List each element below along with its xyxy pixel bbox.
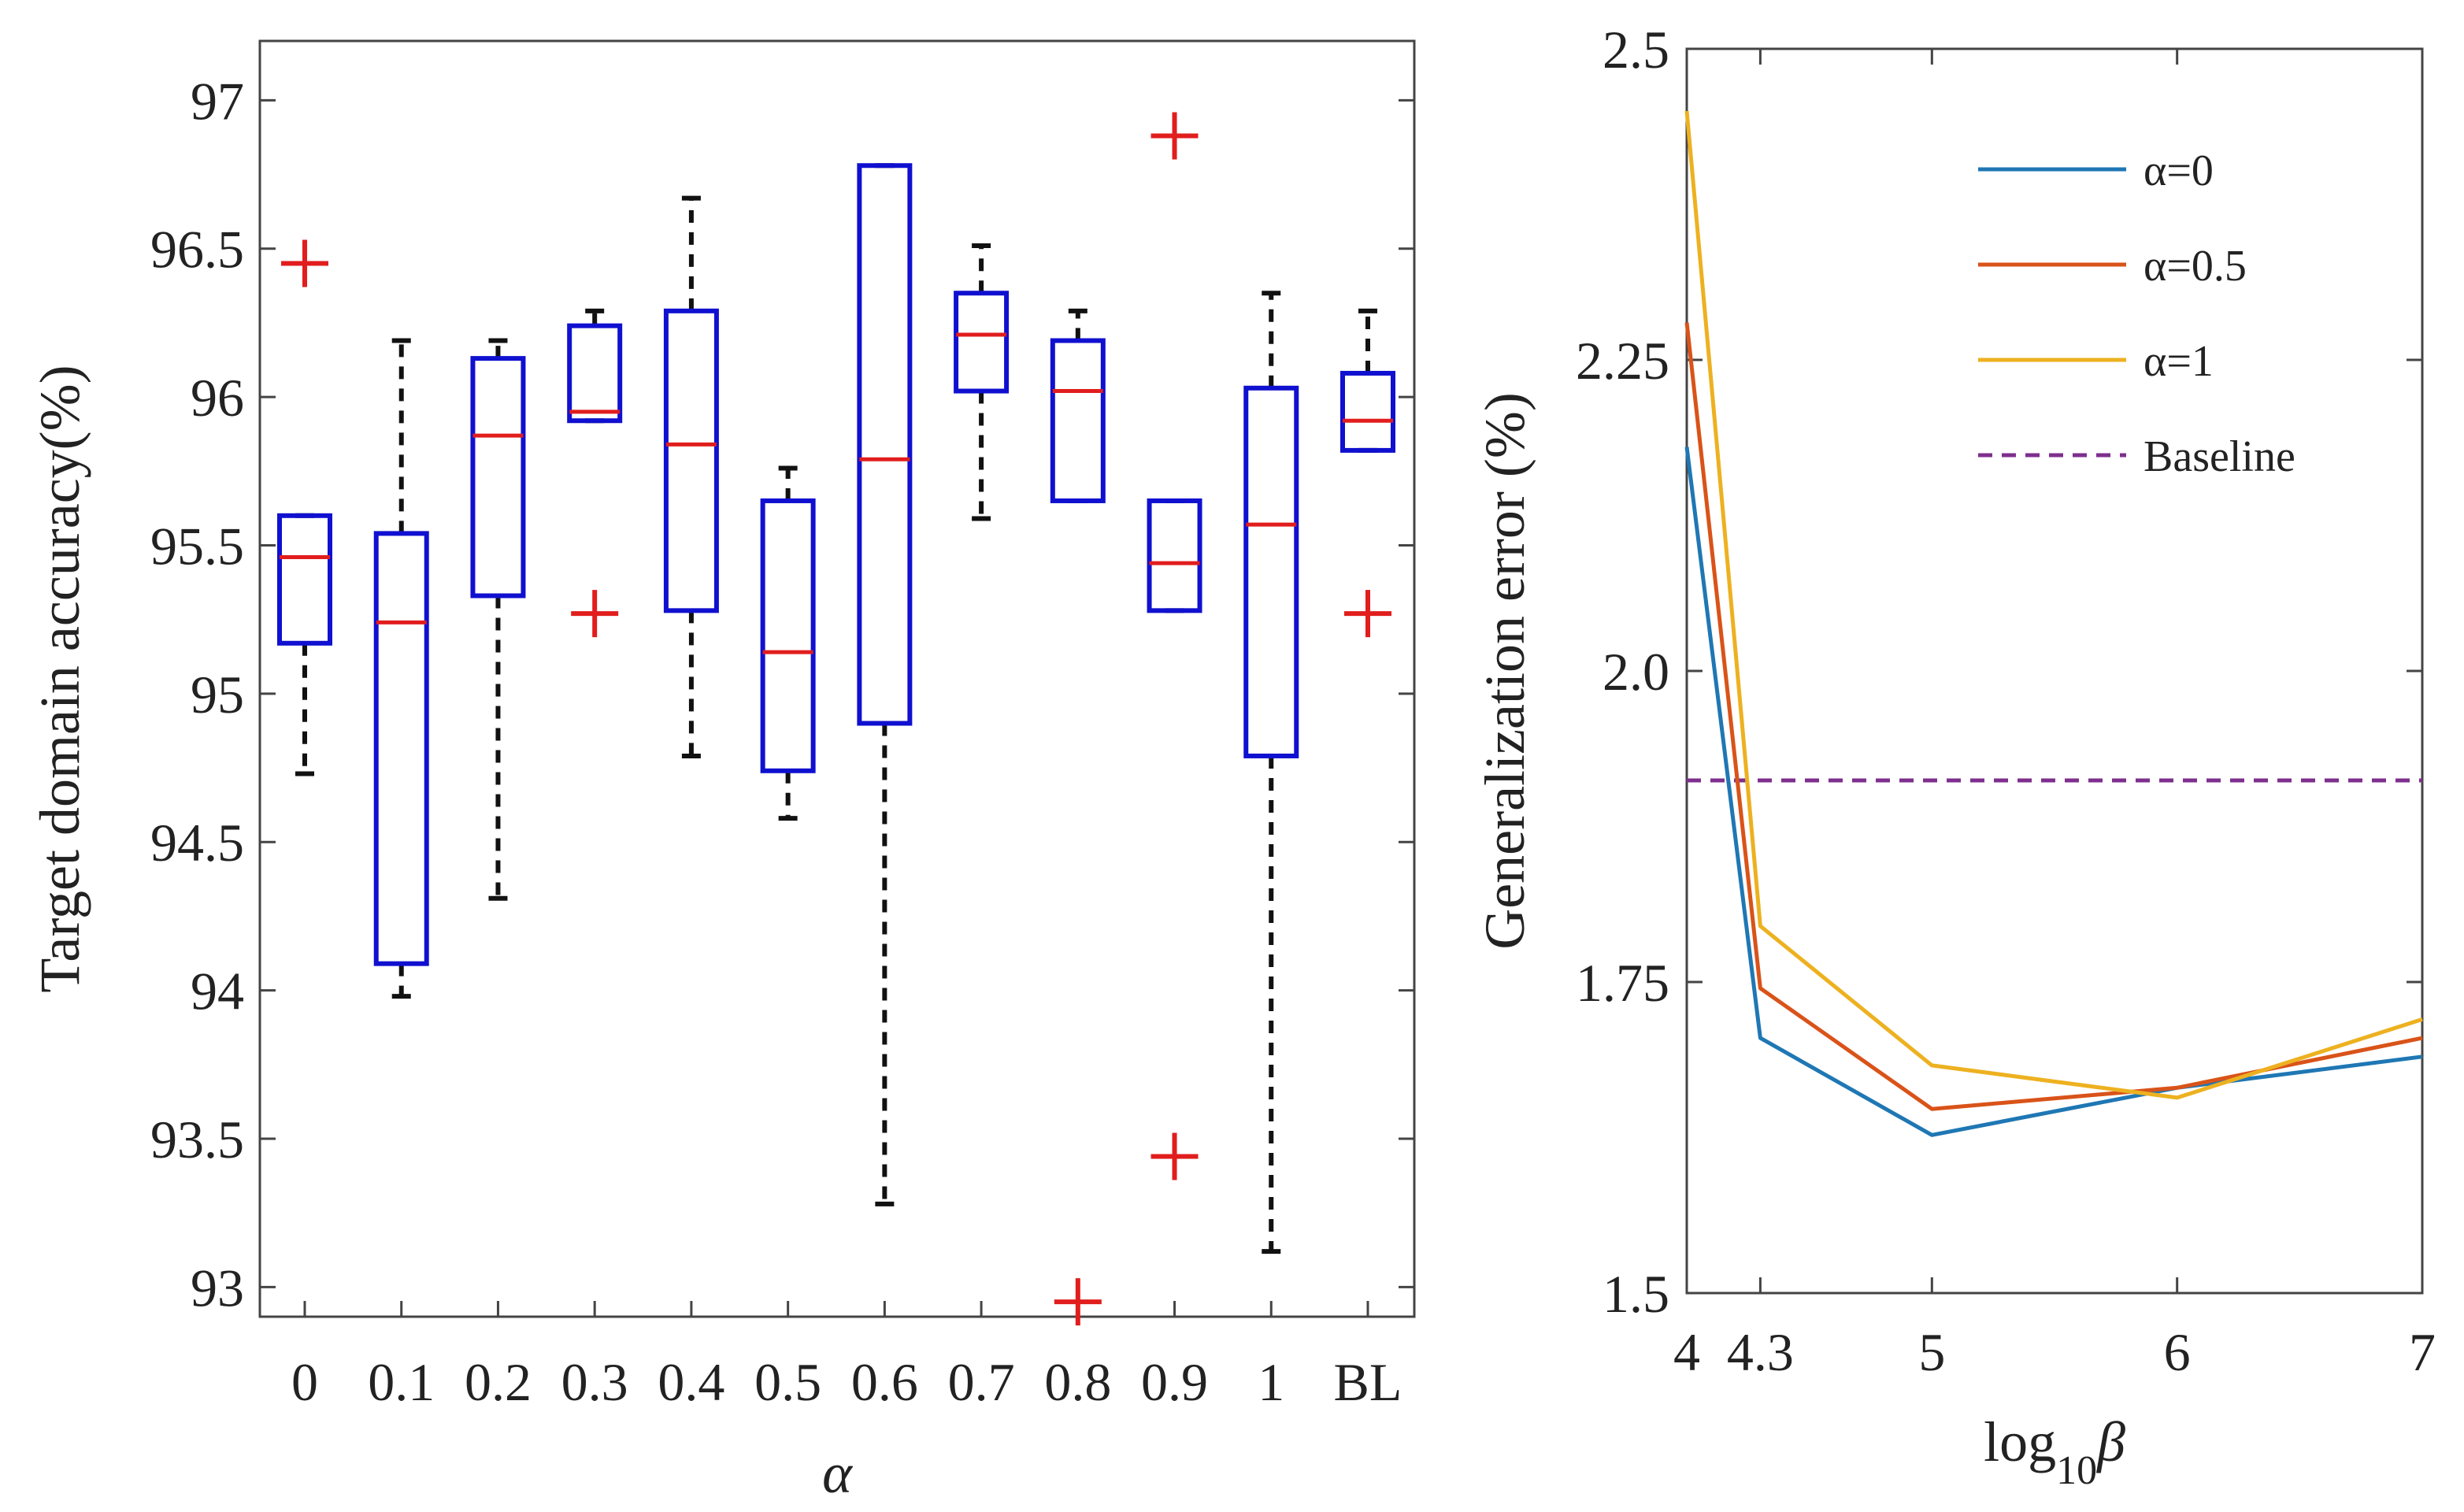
boxplot-y-ticks: 93 93.5 94 94.5 95 95.5 96 96.5 97	[150, 71, 1414, 1317]
box-iqr	[760, 498, 816, 773]
box-iqr	[954, 291, 1010, 394]
line-chart-panel: 1.5 1.75 2.0 2.25 2.5 4 4.3 5 6 7 α=0 α=0.5 α=1 Bas…	[1473, 20, 2436, 1493]
boxplot-axes-frame	[258, 39, 1416, 1318]
line-chart-y-ticks: 1.5 1.75 2.0 2.25 2.5	[1576, 20, 2422, 1324]
boxplot-y-axis-title: Target domain accuracy(%)	[28, 365, 91, 992]
y-tick-label: 2.25	[1576, 331, 1669, 391]
y-tick-label: 1.75	[1576, 953, 1669, 1013]
outlier-marker	[1150, 112, 1199, 160]
box-iqr	[1050, 338, 1106, 503]
legend-label: α=0.5	[2143, 242, 2247, 291]
y-tick-label: 2.5	[1603, 20, 1669, 80]
y-tick-label: 97	[191, 71, 244, 131]
legend-label: α=1	[2143, 337, 2214, 386]
y-tick-label: 2.0	[1603, 642, 1669, 702]
line-chart-y-axis-title: Generalization error (%)	[1473, 392, 1536, 950]
y-tick-label: 1.5	[1603, 1264, 1669, 1324]
box-0.9	[1147, 112, 1202, 1180]
box-0.2	[470, 338, 526, 901]
box-BL	[1340, 308, 1395, 638]
box-0.5	[760, 465, 816, 821]
x-tick-label: 0.2	[465, 1352, 532, 1412]
boxplot-x-ticks: 0 0.1 0.2 0.3 0.4 0.5 0.6 0.7 0.8 0.9 1 BL	[291, 1301, 1402, 1412]
box-0.4	[663, 195, 719, 758]
x-tick-label: 0.1	[368, 1352, 435, 1412]
box-iqr	[567, 323, 623, 424]
line-chart-axes-frame	[1685, 47, 2424, 1295]
series-line-α=0.5	[1684, 322, 2423, 1111]
x-tick-label: 0.5	[754, 1352, 821, 1412]
y-tick-label: 93	[191, 1258, 244, 1317]
boxplot-x-axis-title: α	[822, 1442, 853, 1505]
line-chart-legend: α=0 α=0.5 α=1 Baseline	[1978, 146, 2295, 481]
boxplot-boxes	[277, 112, 1395, 1326]
x-tick-label: 7	[2409, 1322, 2436, 1382]
box-iqr	[470, 356, 526, 598]
x-tick-label: BL	[1334, 1352, 1402, 1412]
y-tick-label: 95.5	[150, 516, 244, 576]
box-iqr	[1147, 498, 1202, 613]
box-iqr	[1340, 370, 1395, 453]
y-tick-label: 94	[191, 962, 244, 1021]
outlier-marker	[571, 590, 619, 638]
box-iqr	[663, 308, 719, 613]
box-0.6	[857, 163, 913, 1206]
box-iqr	[277, 513, 332, 646]
box-0	[277, 239, 332, 776]
legend-label: Baseline	[2143, 432, 2295, 481]
line-chart-x-axis-title: log10β	[1984, 1410, 2125, 1493]
x-tick-label: 5	[1918, 1322, 1945, 1382]
box-0.7	[954, 243, 1010, 521]
outlier-marker	[1054, 1278, 1102, 1326]
x-tick-label: 0.7	[948, 1352, 1015, 1412]
y-tick-label: 93.5	[150, 1110, 244, 1169]
y-tick-label: 96	[191, 368, 244, 428]
line-chart-series	[1684, 110, 2423, 1137]
outlier-marker	[1150, 1132, 1199, 1180]
box-0.1	[373, 338, 429, 999]
box-iqr	[857, 163, 913, 726]
x-tick-label: 0.6	[851, 1352, 918, 1412]
box-1	[1243, 291, 1299, 1254]
x-tick-label: 0.3	[561, 1352, 628, 1412]
box-iqr	[1243, 385, 1299, 758]
box-0.8	[1050, 308, 1106, 1326]
legend-label: α=0	[2143, 146, 2214, 195]
boxplot-panel: 93 93.5 94 94.5 95 95.5 96 96.5 97 0 0.1 0.2 0.3 0.4…	[28, 39, 1416, 1505]
y-tick-label: 94.5	[150, 813, 244, 873]
x-tick-label: 4	[1673, 1322, 1700, 1382]
x-tick-label: 0.8	[1044, 1352, 1111, 1412]
x-tick-label: 4.3	[1727, 1322, 1794, 1382]
outlier-marker	[1344, 590, 1391, 638]
series-line-α=0	[1684, 447, 2423, 1137]
x-tick-label: 1	[1258, 1352, 1284, 1412]
x-tick-label: 0.9	[1141, 1352, 1208, 1412]
box-0.3	[567, 308, 623, 638]
x-tick-label: 0	[291, 1352, 318, 1412]
series-line-α=1	[1684, 110, 2423, 1100]
x-tick-label: 6	[2164, 1322, 2191, 1382]
box-iqr	[373, 531, 429, 966]
y-tick-label: 96.5	[150, 220, 244, 280]
x-tick-label: 0.4	[658, 1352, 724, 1412]
y-tick-label: 95	[191, 665, 244, 724]
outlier-marker	[281, 239, 328, 287]
line-chart-x-ticks: 4 4.3 5 6 7	[1673, 49, 2436, 1382]
